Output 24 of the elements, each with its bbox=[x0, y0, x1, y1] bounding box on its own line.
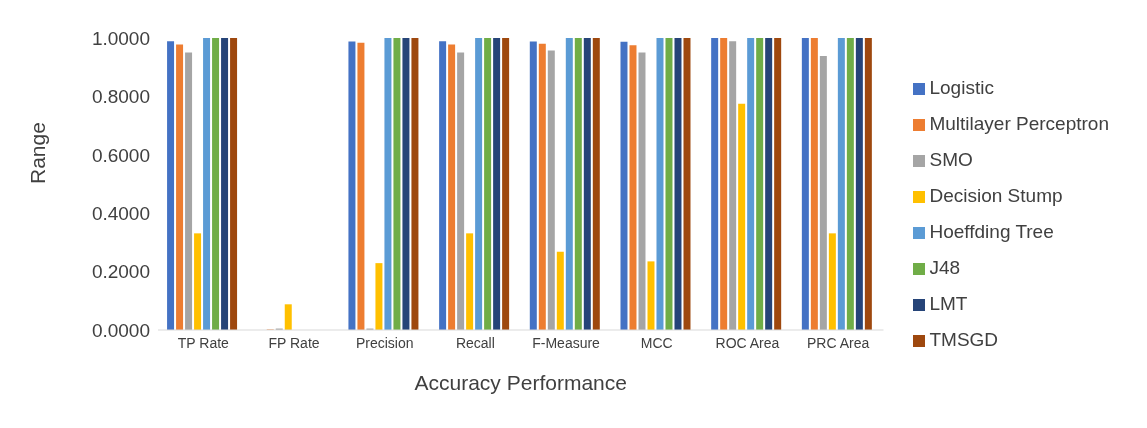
x-tick-label: Recall bbox=[455, 334, 495, 351]
x-tick-label: ROC Area bbox=[715, 334, 780, 351]
x-tick-label: FP Rate bbox=[268, 334, 320, 351]
y-tick-label: 0.6000 bbox=[91, 144, 150, 166]
y-tick-label: 0.2000 bbox=[91, 261, 150, 283]
x-tick-label: Precision bbox=[355, 334, 414, 351]
y-tick-label: 0.0000 bbox=[91, 319, 150, 341]
legend-label: J48 bbox=[929, 257, 961, 278]
legend-label: TMSGD bbox=[929, 329, 999, 350]
y-tick-label: 0.4000 bbox=[91, 202, 150, 224]
x-tick-label: TP Rate bbox=[177, 334, 230, 351]
legend-label: Logistic bbox=[929, 77, 994, 98]
y-tick-label: 1.0000 bbox=[91, 27, 150, 49]
y-axis-title: Range bbox=[26, 122, 50, 184]
x-tick-label: MCC bbox=[640, 334, 673, 351]
legend-label: Hoeffding Tree bbox=[929, 221, 1054, 242]
x-tick-label: F-Measure bbox=[532, 334, 601, 351]
legend-label: LMT bbox=[929, 293, 968, 314]
legend-label: Decision Stump bbox=[929, 185, 1063, 206]
x-tick-label: PRC Area bbox=[807, 334, 870, 351]
y-tick-label: 0.8000 bbox=[91, 86, 150, 108]
legend-label: Multilayer Perceptron bbox=[929, 113, 1109, 134]
x-axis-title: Accuracy Performance bbox=[414, 371, 627, 394]
legend-label: SMO bbox=[929, 149, 973, 170]
